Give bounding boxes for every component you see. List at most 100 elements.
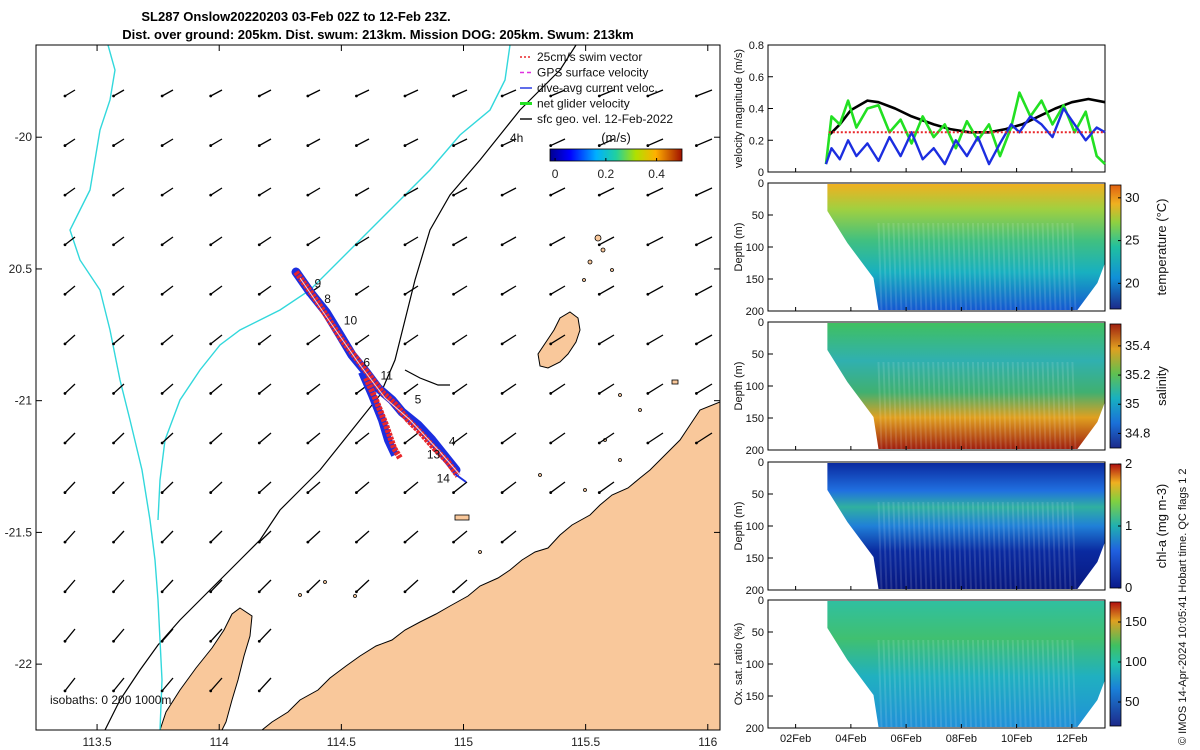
geo-arrow-head (695, 144, 698, 147)
section-profile-stripe (1031, 361, 1037, 450)
section-profile-stripe (1066, 501, 1072, 590)
geo-arrow (258, 236, 272, 246)
section-profile-stripe (902, 361, 908, 450)
section-profile-stripe (1031, 639, 1037, 728)
section-profile-stripe (957, 222, 963, 311)
map-y-tick-label: -20 (15, 130, 33, 144)
section-profile-stripe (912, 639, 918, 728)
section-colorbar-tick-label: 20 (1125, 275, 1139, 290)
geo-arrow (161, 530, 174, 543)
geo-arrow-head (63, 392, 67, 395)
geo-arrow-head (355, 441, 358, 445)
geo-arrow-head (63, 639, 67, 643)
velocity-y-tick-label: 0 (758, 167, 764, 179)
geo-arrow (696, 236, 713, 246)
geo-arrow (453, 236, 468, 246)
geo-velocity-arrows (63, 89, 713, 693)
section-profile-stripe (877, 222, 883, 311)
day-label: 5 (415, 392, 422, 406)
geo-arrow-head (112, 292, 115, 296)
geo-arrow-head (549, 292, 553, 296)
geo-arrow-head (160, 392, 164, 395)
geo-arrow (258, 530, 272, 543)
section-profile-stripe (962, 361, 968, 450)
geo-arrow-head (306, 193, 310, 197)
section-profile-stripe (1021, 361, 1027, 450)
geo-arrow (258, 432, 272, 444)
section-colorbar-tick-label: 150 (1125, 614, 1147, 629)
geo-arrow (64, 89, 76, 97)
geo-arrow (453, 432, 468, 444)
section-profile-stripe (1061, 639, 1067, 728)
day-label: 10 (344, 313, 358, 327)
geo-arrow (307, 236, 321, 246)
section-profile-stripe (1051, 361, 1057, 450)
section-profile-stripe (1036, 501, 1042, 590)
section-y-tick-label: 0 (758, 317, 764, 329)
day-label: 9 (314, 276, 321, 290)
geo-arrow (599, 89, 615, 97)
section-profile-stripe (976, 361, 982, 450)
geo-arrow-head (112, 392, 115, 395)
section-y-tick-label: 50 (752, 210, 764, 222)
section-profile-stripe (932, 361, 938, 450)
geo-arrow (64, 334, 76, 345)
section-y-tick-label: 150 (746, 553, 764, 565)
section-profile-stripe (971, 501, 977, 590)
geo-arrow (550, 481, 566, 494)
section-profile-stripe (981, 501, 987, 590)
peninsula-land (159, 607, 253, 730)
section-profile-stripe (912, 222, 918, 311)
isobath-1000m (69, 45, 163, 730)
map-y-tick-label: -21 (15, 394, 33, 408)
section-profile-stripe (922, 222, 928, 311)
geo-arrow (307, 579, 321, 593)
section-profile-stripe (942, 501, 948, 590)
geo-arrow (501, 89, 517, 97)
section-profile-stripe (1021, 222, 1027, 311)
section-profile-stripe (897, 501, 903, 590)
geo-arrow (307, 432, 321, 444)
section-profile-stripe (1061, 501, 1067, 590)
geo-arrow (307, 138, 321, 147)
geo-arrow (598, 236, 615, 246)
geo-arrow-head (257, 689, 261, 693)
geo-arrow (210, 530, 223, 543)
time-tick-label: 06Feb (891, 733, 922, 745)
geo-arrow-head (306, 243, 310, 247)
section-panel-2: 0 50 100 150 200 Depth (m) 34.8 35 35.2 35.4 salin… (733, 317, 1169, 457)
section-profile-stripe (892, 639, 898, 728)
geo-arrow-head (500, 540, 504, 544)
section-y-tick-label: 150 (746, 413, 764, 425)
geo-arrow-head (306, 540, 310, 544)
section-profile-stripe (1051, 639, 1057, 728)
time-tick-label: 12Feb (1056, 733, 1087, 745)
section-profile-stripe (947, 222, 953, 311)
geo-arrow (258, 677, 272, 692)
legend-label: GPS surface velocity (537, 66, 648, 80)
section-profile-stripe (962, 222, 968, 311)
geo-arrow (404, 481, 419, 494)
geo-arrow-head (597, 491, 601, 494)
section-profile-stripe (1066, 361, 1072, 450)
section-profile-stripe (1056, 222, 1062, 311)
geo-arrow-head (160, 94, 164, 98)
section-profile-stripe (882, 501, 888, 590)
geo-arrow (696, 285, 713, 295)
section-profile-stripe (892, 361, 898, 450)
isobath-200m (104, 45, 577, 730)
geo-arrow-head (63, 491, 67, 494)
section-profile-stripe (947, 501, 953, 590)
geo-arrow-head (500, 144, 504, 147)
small-islands (298, 234, 679, 598)
map-y-tick-label: -22 (15, 657, 33, 671)
section-profile-stripe (1011, 639, 1017, 728)
geo-arrow (453, 530, 468, 543)
geo-arrow (64, 628, 76, 642)
geo-arrow-head (549, 441, 553, 445)
geo-arrow (598, 383, 615, 394)
section-colorbar-label: chl-a (mg m-3) (1154, 484, 1169, 569)
geo-arrow-head (355, 590, 358, 594)
chart-title: SL287 Onslow20220203 03-Feb 02Z to 12-Fe… (141, 9, 450, 24)
section-profile-stripe (971, 222, 977, 311)
